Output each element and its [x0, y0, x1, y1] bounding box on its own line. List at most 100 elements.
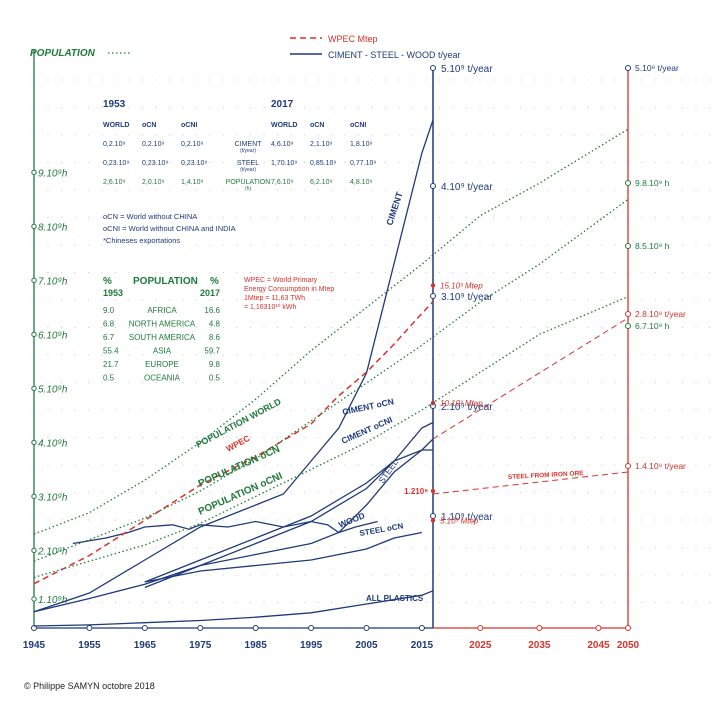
- grid-dot: [209, 601, 211, 604]
- grid-dot: [452, 271, 454, 274]
- grid-dot: [101, 491, 103, 494]
- grid-dot: [330, 189, 333, 191]
- grid-dot: [87, 79, 90, 81]
- grid-dot: [371, 464, 373, 466]
- grid-dot: [236, 574, 238, 576]
- grid-dot: [74, 491, 76, 494]
- grid-dot: [290, 326, 292, 329]
- grid-dot: [641, 244, 643, 246]
- grid-dot: [222, 491, 225, 494]
- grid-dot: [452, 216, 454, 219]
- grid-dot: [357, 189, 360, 191]
- table-note: *Chineses exportations: [103, 236, 180, 245]
- pop-table-region: EUROPE: [145, 360, 179, 369]
- grid-dot: [168, 271, 171, 274]
- grid-dot: [465, 79, 468, 81]
- grid-dot: [74, 161, 76, 164]
- grid-dot: [519, 189, 522, 191]
- grid-dot: [546, 299, 549, 301]
- grid-dot: [303, 161, 306, 164]
- grid-dot: [249, 354, 252, 356]
- grid-dot: [668, 354, 670, 356]
- grid-dot: [438, 601, 441, 604]
- table-cell: 0,23.10⁹: [103, 160, 129, 167]
- grid-dot: [74, 299, 76, 301]
- grid-dot: [344, 409, 346, 411]
- grid-dot: [47, 601, 49, 604]
- grid-dot: [425, 381, 427, 384]
- grid-dot: [357, 546, 360, 549]
- grid-dot: [533, 134, 535, 136]
- table-cell: 1,70.10⁹: [271, 160, 297, 167]
- grid-dot: [465, 134, 468, 136]
- grid-dot: [263, 601, 265, 604]
- table-cell: 0,23.10⁹: [181, 160, 207, 167]
- grid-dot: [47, 134, 49, 136]
- grid-dot: [654, 216, 657, 219]
- grid-dot: [614, 216, 616, 219]
- grid-dot: [236, 409, 238, 411]
- grid-dot: [344, 299, 346, 301]
- grid-dot: [290, 134, 292, 136]
- table-cell: 0,2.10⁹: [103, 141, 125, 148]
- grid-dot: [209, 189, 211, 191]
- grid-dot: [60, 354, 63, 356]
- grid-dot: [479, 189, 481, 191]
- grid-dot: [654, 354, 657, 356]
- grid-dot: [614, 271, 616, 274]
- grid-dot: [492, 189, 495, 191]
- grid-dot: [681, 79, 684, 81]
- grid-dot: [128, 189, 130, 191]
- grid-dot: [519, 299, 522, 301]
- grid-dot: [452, 134, 454, 136]
- grid-dot: [668, 491, 670, 494]
- grid-dot: [74, 354, 76, 356]
- grid-dot: [74, 216, 76, 219]
- grid-dot: [465, 409, 468, 411]
- grid-dot: [47, 574, 49, 576]
- grid-dot: [668, 574, 670, 576]
- grid-dot: [668, 134, 670, 136]
- grid-dot: [411, 326, 414, 329]
- grid-dot: [303, 326, 306, 329]
- grid-dot: [303, 519, 306, 521]
- grid-dot: [398, 519, 400, 521]
- grid-dot: [465, 491, 468, 494]
- grid-dot: [128, 574, 130, 576]
- grid-dot: [506, 464, 508, 466]
- grid-dot: [155, 464, 157, 466]
- grid-dot: [141, 601, 144, 604]
- grid-dot: [452, 409, 454, 411]
- grid-dot: [546, 216, 549, 219]
- grid-dot: [209, 354, 211, 356]
- grid-dot: [60, 546, 63, 549]
- grid-dot: [411, 464, 414, 466]
- grid-dot: [411, 519, 414, 521]
- grid-dot: [384, 106, 387, 109]
- grid-dot: [141, 161, 144, 164]
- grid-dot: [141, 244, 144, 246]
- grid-dot: [249, 244, 252, 246]
- grid-dot: [357, 381, 360, 384]
- grid-dot: [681, 106, 684, 109]
- grid-dot: [371, 271, 373, 274]
- grid-dot: [708, 436, 711, 439]
- grid-dot: [236, 244, 238, 246]
- grid-dot: [317, 519, 319, 521]
- grid-dot: [641, 216, 643, 219]
- grid-dot: [357, 271, 360, 274]
- pop-table-cell: 0.5: [209, 374, 221, 383]
- grid-dot: [681, 491, 684, 494]
- grid-dot: [668, 299, 670, 301]
- grid-dot: [141, 436, 144, 439]
- pop-table-cell: 9.0: [103, 306, 115, 315]
- grid-dot: [695, 161, 697, 164]
- grid-dot: [249, 381, 252, 384]
- grid-dot: [384, 574, 387, 576]
- population-tick-label: 6.10⁹h: [38, 330, 68, 341]
- grid-dot: [101, 106, 103, 109]
- grid-dot: [465, 161, 468, 164]
- grid-dot: [519, 464, 522, 466]
- grid-dot: [344, 354, 346, 356]
- grid-dot: [141, 299, 144, 301]
